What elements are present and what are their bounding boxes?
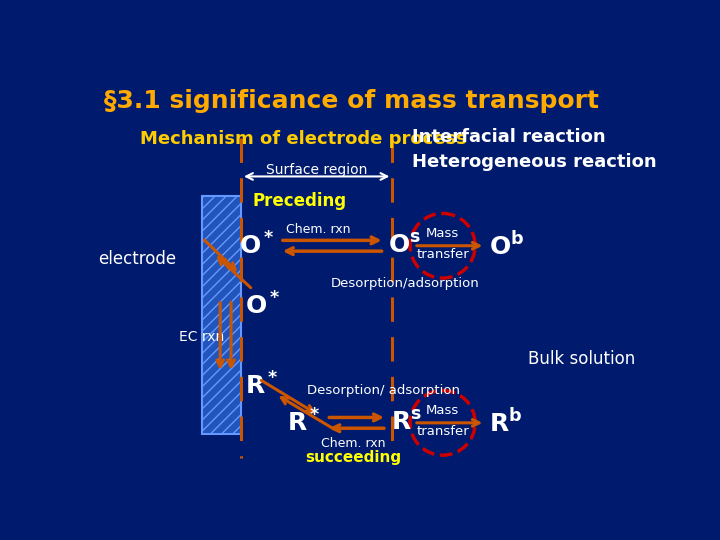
- Text: transfer: transfer: [416, 425, 469, 438]
- Text: $\mathbf{R^*}$: $\mathbf{R^*}$: [287, 409, 321, 436]
- Text: $\mathbf{O^b}$: $\mathbf{O^b}$: [489, 232, 524, 260]
- Text: $\mathbf{O^*}$: $\mathbf{O^*}$: [238, 232, 274, 259]
- Text: Heterogeneous reaction: Heterogeneous reaction: [412, 153, 656, 171]
- Text: $\mathbf{R^*}$: $\mathbf{R^*}$: [245, 373, 279, 400]
- Text: transfer: transfer: [416, 248, 469, 261]
- Text: Chem. rxn: Chem. rxn: [321, 437, 386, 450]
- Text: $\mathbf{O^s}$: $\mathbf{O^s}$: [388, 234, 421, 258]
- Text: Desorption/ adsorption: Desorption/ adsorption: [307, 384, 460, 397]
- Text: Mechanism of electrode process: Mechanism of electrode process: [140, 130, 467, 148]
- Text: Mass: Mass: [426, 404, 459, 417]
- FancyBboxPatch shape: [202, 195, 241, 434]
- Text: Chem. rxn: Chem. rxn: [287, 222, 351, 235]
- Text: EC rxn: EC rxn: [179, 330, 225, 345]
- Text: Mass: Mass: [426, 227, 459, 240]
- Text: electrode: electrode: [98, 249, 176, 268]
- Text: $\mathbf{O^*}$: $\mathbf{O^*}$: [245, 292, 281, 319]
- Text: Desorption/adsorption: Desorption/adsorption: [330, 276, 479, 289]
- Text: Preceding: Preceding: [252, 192, 346, 210]
- Text: Surface region: Surface region: [266, 164, 367, 177]
- Text: succeeding: succeeding: [305, 450, 402, 465]
- Text: $\mathbf{R^s}$: $\mathbf{R^s}$: [391, 411, 422, 435]
- Text: Bulk solution: Bulk solution: [528, 350, 635, 368]
- Text: §3.1 significance of mass transport: §3.1 significance of mass transport: [104, 90, 599, 113]
- Text: Interfacial reaction: Interfacial reaction: [412, 128, 606, 146]
- Text: $\mathbf{R^b}$: $\mathbf{R^b}$: [489, 409, 523, 437]
